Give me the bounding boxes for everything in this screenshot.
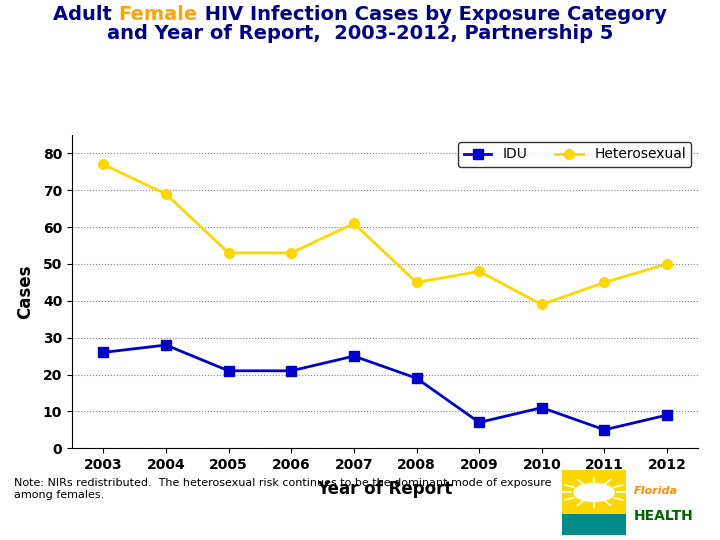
Text: HEALTH: HEALTH <box>634 509 693 523</box>
Y-axis label: Cases: Cases <box>17 265 35 319</box>
Text: Female: Female <box>119 5 198 24</box>
Circle shape <box>574 483 614 502</box>
Legend: IDU, Heterosexual: IDU, Heterosexual <box>458 142 691 167</box>
Text: Florida: Florida <box>634 486 678 496</box>
Bar <box>562 514 626 535</box>
Bar <box>562 470 626 535</box>
Text: Note: NIRs redistributed.  The heterosexual risk continues to be the dominant mo: Note: NIRs redistributed. The heterosexu… <box>14 478 552 500</box>
Text: and Year of Report,  2003-2012, Partnership 5: and Year of Report, 2003-2012, Partnersh… <box>107 24 613 43</box>
X-axis label: Year of Report: Year of Report <box>318 480 453 498</box>
Text: Adult: Adult <box>53 5 119 24</box>
Text: HIV Infection Cases by Exposure Category: HIV Infection Cases by Exposure Category <box>198 5 667 24</box>
